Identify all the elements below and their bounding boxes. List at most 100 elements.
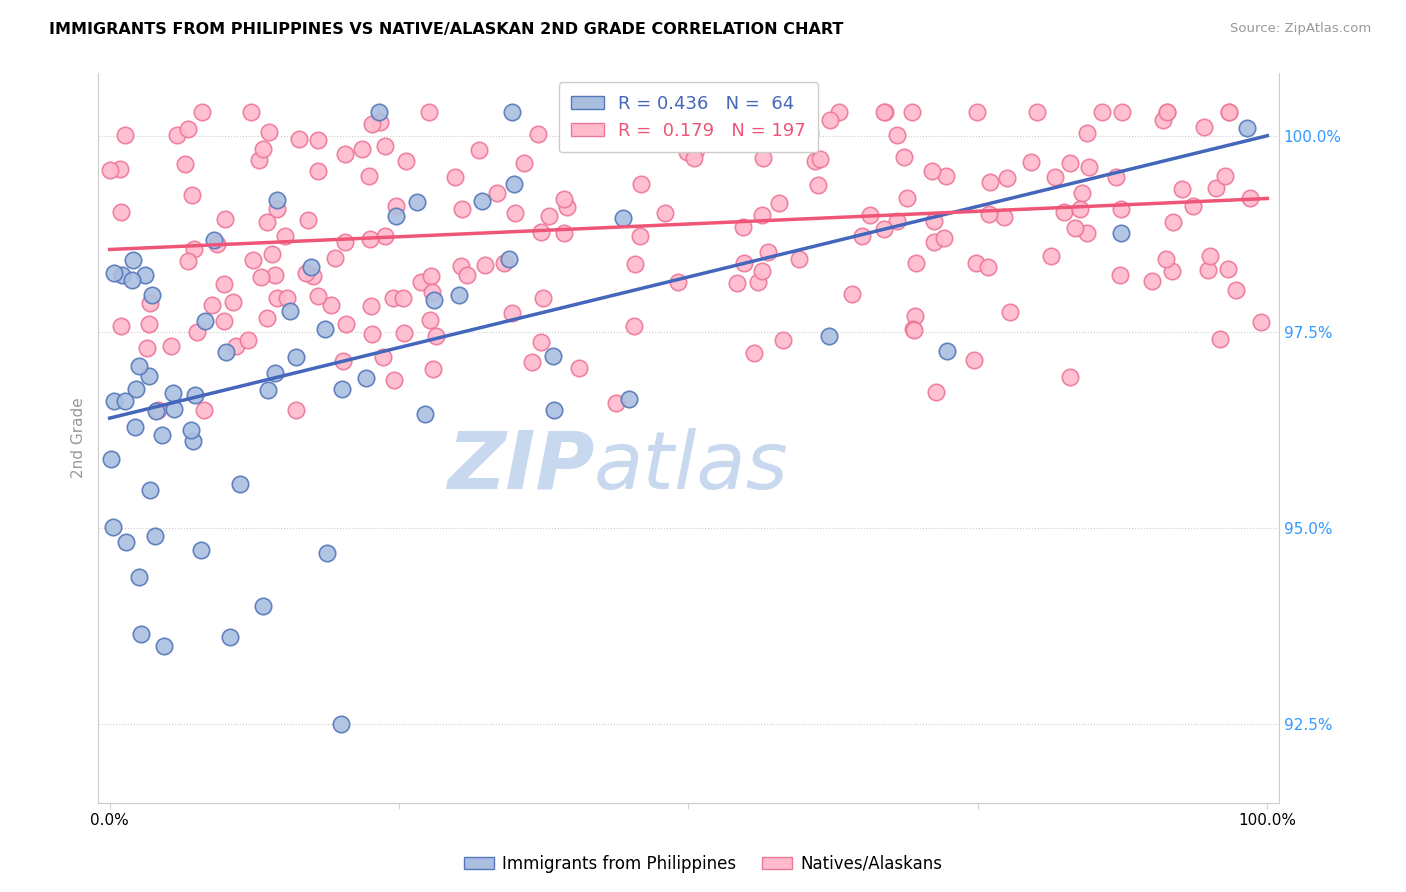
Point [307, 164, 329, 178]
Point [1111, 105, 1133, 120]
Point [1225, 284, 1247, 298]
Point [183, 242, 205, 256]
Point [444, 170, 467, 185]
Point [385, 210, 408, 224]
Point [391, 291, 413, 305]
Point [501, 305, 523, 319]
Point [240, 105, 263, 120]
Point [214, 211, 236, 226]
Point [299, 260, 322, 274]
Point [276, 291, 298, 305]
Point [1069, 202, 1091, 217]
Point [630, 177, 652, 191]
Point [316, 546, 339, 560]
Point [1140, 274, 1163, 288]
Point [180, 187, 202, 202]
Point [1209, 333, 1232, 347]
Point [756, 245, 779, 260]
Point [1076, 126, 1098, 140]
Point [121, 253, 143, 268]
Point [425, 329, 447, 343]
Point [537, 209, 560, 223]
Point [1019, 154, 1042, 169]
Point [382, 373, 405, 387]
Point [359, 169, 381, 184]
Point [1239, 191, 1261, 205]
Point [1170, 182, 1192, 196]
Point [360, 117, 382, 131]
Point [513, 156, 536, 170]
Point [1076, 226, 1098, 240]
Point [751, 208, 773, 222]
Point [1077, 160, 1099, 174]
Point [886, 214, 908, 228]
Point [141, 288, 163, 302]
Point [252, 142, 274, 156]
Point [413, 408, 436, 422]
Point [174, 157, 197, 171]
Point [135, 341, 157, 355]
Point [288, 132, 311, 146]
Point [212, 314, 235, 328]
Point [367, 105, 389, 120]
Point [134, 268, 156, 282]
Point [682, 151, 704, 165]
Point [896, 191, 918, 205]
Point [256, 215, 278, 229]
Point [115, 535, 138, 549]
Point [977, 260, 1000, 274]
Point [1156, 105, 1178, 120]
Point [963, 352, 986, 367]
Point [903, 323, 925, 337]
Point [350, 142, 373, 156]
Point [873, 105, 896, 120]
Point [162, 386, 184, 401]
Point [818, 328, 841, 343]
Point [307, 133, 329, 147]
Point [247, 153, 270, 168]
Point [163, 402, 186, 417]
Point [553, 226, 575, 240]
Point [1039, 250, 1062, 264]
Point [181, 434, 204, 449]
Point [752, 151, 775, 165]
Point [685, 143, 707, 157]
Point [264, 268, 287, 282]
Point [807, 178, 830, 192]
Point [256, 383, 278, 397]
Point [395, 154, 418, 169]
Point [274, 229, 297, 244]
Point [934, 169, 956, 183]
Point [373, 350, 395, 364]
Point [100, 452, 122, 467]
Point [859, 208, 882, 222]
Point [1109, 202, 1132, 216]
Point [333, 235, 356, 249]
Point [359, 232, 381, 246]
Point [503, 206, 526, 220]
Point [1043, 170, 1066, 185]
Point [225, 339, 247, 353]
Point [605, 396, 627, 410]
Point [997, 170, 1019, 185]
Point [998, 305, 1021, 319]
Point [1063, 220, 1085, 235]
Point [150, 428, 173, 442]
Point [418, 105, 440, 120]
Point [194, 313, 217, 327]
Point [799, 127, 821, 141]
Point [768, 196, 790, 211]
Point [803, 153, 825, 168]
Point [966, 105, 988, 120]
Point [485, 186, 508, 201]
Point [222, 294, 245, 309]
Point [1205, 180, 1227, 194]
Point [114, 393, 136, 408]
Point [841, 287, 863, 301]
Point [124, 420, 146, 434]
Point [905, 256, 928, 270]
Point [335, 317, 357, 331]
Point [406, 195, 429, 210]
Point [205, 237, 228, 252]
Point [250, 269, 273, 284]
